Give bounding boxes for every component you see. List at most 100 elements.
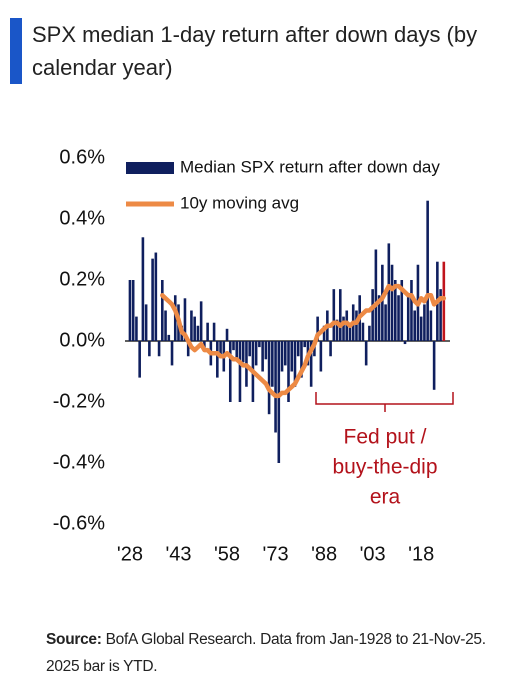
- y-tick-label: 0.6%: [59, 146, 105, 168]
- annotation: Fed put /: [344, 426, 427, 449]
- bar: [154, 252, 158, 341]
- x-tick-label: '43: [165, 543, 191, 565]
- y-tick-label: -0.2%: [53, 390, 105, 412]
- source-text: BofA Global Research. Data from Jan-1928…: [46, 631, 486, 675]
- x-tick-label: '03: [360, 543, 386, 565]
- y-tick-label: 0.2%: [59, 268, 105, 290]
- bar: [131, 280, 135, 341]
- bar: [167, 334, 171, 341]
- bar: [283, 341, 287, 366]
- bar: [164, 310, 167, 341]
- bar: [439, 289, 442, 341]
- bar: [303, 341, 306, 348]
- legend-label: 10y moving avg: [180, 193, 299, 212]
- bar: [151, 258, 154, 341]
- bar: [138, 341, 141, 378]
- bar: [400, 280, 404, 341]
- bar: [193, 316, 196, 341]
- annotation: era: [370, 486, 401, 509]
- bar: [377, 295, 381, 341]
- chart-title: SPX median 1-day return after down days …: [10, 18, 512, 84]
- bar: [406, 295, 410, 341]
- bar: [232, 341, 235, 351]
- legend-swatch: [126, 162, 174, 174]
- bar: [196, 325, 200, 341]
- y-tick-label: 0.4%: [59, 207, 105, 229]
- bar: [426, 200, 429, 341]
- bar: [157, 341, 161, 357]
- legend-label: Median SPX return after down day: [180, 157, 440, 176]
- bar: [293, 341, 297, 387]
- bar: [364, 341, 368, 366]
- x-tick-label: '73: [263, 543, 289, 565]
- bar: [387, 243, 391, 341]
- bar: [235, 341, 239, 360]
- bar: [393, 280, 397, 341]
- bar: [322, 325, 326, 341]
- bar: [241, 341, 245, 363]
- bar: [144, 304, 148, 341]
- bar: [199, 301, 203, 341]
- bar: [186, 341, 190, 357]
- bar: [254, 341, 258, 366]
- bar: [238, 341, 242, 402]
- bar: [329, 341, 332, 357]
- bar: [384, 304, 387, 341]
- bar: [173, 295, 177, 341]
- bar: [335, 319, 339, 341]
- annotation: buy-the-dip: [332, 456, 437, 479]
- bar: [267, 341, 271, 415]
- bar: [206, 322, 209, 341]
- bar: [264, 341, 268, 360]
- bar: [170, 341, 174, 366]
- source: Source: BofA Global Research. Data from …: [46, 626, 516, 680]
- bar: [300, 341, 303, 378]
- bar: [219, 341, 222, 357]
- bar: [419, 316, 423, 341]
- bar: [271, 341, 274, 387]
- bar: [212, 322, 216, 341]
- bar: [381, 264, 384, 341]
- bar: [248, 341, 251, 357]
- bar: [135, 316, 138, 341]
- bar: [429, 310, 433, 341]
- bar: [371, 289, 374, 341]
- bar: [319, 341, 323, 372]
- bar: [423, 304, 426, 341]
- bar: [280, 341, 284, 372]
- bar: [355, 310, 358, 341]
- bar: [128, 280, 132, 341]
- bar: [410, 280, 413, 341]
- bar: [432, 341, 436, 390]
- bar: [261, 341, 264, 372]
- bar: [161, 280, 164, 341]
- y-tick-label: -0.4%: [53, 451, 105, 473]
- bar: [296, 341, 300, 357]
- bar: [361, 322, 365, 341]
- bar: [287, 341, 290, 402]
- x-tick-label: '58: [214, 543, 240, 565]
- bar: [316, 316, 319, 341]
- bar: [141, 237, 145, 341]
- moving-avg-line: [160, 283, 447, 399]
- bar: [228, 341, 232, 402]
- x-tick-label: '18: [408, 543, 434, 565]
- bar: [216, 341, 219, 378]
- bar: [148, 341, 151, 357]
- bar: [277, 341, 281, 463]
- bracket: [315, 392, 454, 412]
- y-tick-label: 0.0%: [59, 329, 105, 351]
- bar: [290, 341, 294, 372]
- bar: [342, 316, 345, 341]
- x-tick-label: '88: [311, 543, 337, 565]
- bar: [390, 264, 394, 341]
- bar: [190, 310, 193, 341]
- bar: [397, 295, 400, 341]
- bar: [368, 325, 371, 341]
- y-tick-label: -0.6%: [53, 512, 105, 534]
- bar: [225, 328, 229, 341]
- x-tick-label: '28: [117, 543, 143, 565]
- bar: [258, 341, 261, 348]
- bar: [403, 341, 407, 345]
